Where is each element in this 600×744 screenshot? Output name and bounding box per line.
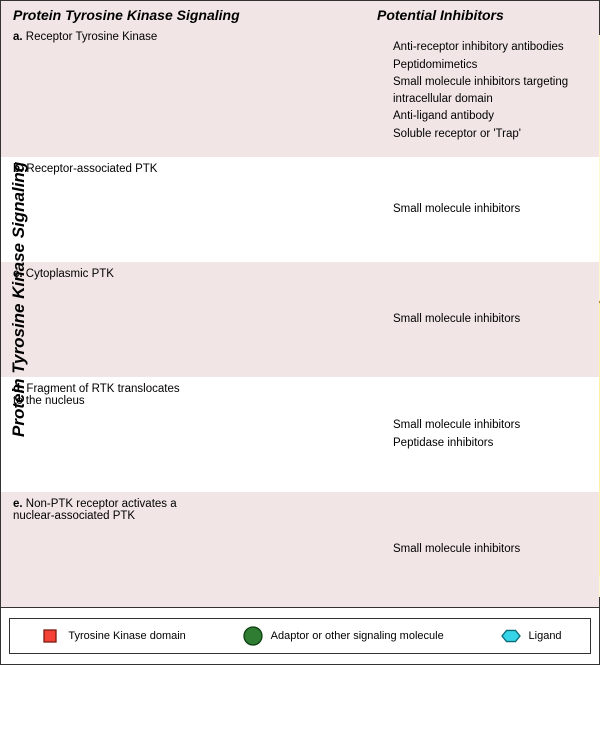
section-a: a. Receptor Tyrosine KinaseAnti-receptor… (1, 25, 599, 157)
inhibitor-item: Anti-receptor inhibitory antibodies (393, 39, 587, 56)
section-left-c: c. Cytoplasmic PTK (1, 262, 389, 377)
inhibitor-item: Soluble receptor or 'Trap' (393, 126, 587, 143)
inhibitor-item: Peptidase inhibitors (393, 435, 587, 452)
header-right: Potential Inhibitors (377, 7, 587, 23)
section-label-a: a. Receptor Tyrosine Kinase (13, 31, 389, 43)
tk-domain-icon (38, 625, 62, 647)
header-row: Protein Tyrosine Kinase Signaling Potent… (1, 1, 599, 25)
inhibitors-b: Small molecule inhibitors (389, 157, 599, 262)
section-label-d: d. Fragment of RTK translocates to the n… (13, 383, 183, 407)
sections-host: Nuclear PTK a. Receptor Tyrosine KinaseA… (1, 25, 599, 607)
axis-title: Protein Tyrosine Kinase Signaling (9, 162, 29, 437)
inhibitor-item: Peptidomimetics (393, 57, 587, 74)
legend-label: Ligand (529, 630, 562, 642)
legend-item-adaptor: Adaptor or other signaling molecule (241, 625, 444, 647)
section-e: e. Non-PTK receptor activates a nuclear-… (1, 492, 599, 607)
legend: Tyrosine Kinase domain Adaptor or other s… (1, 607, 599, 664)
section-left-e: e. Non-PTK receptor activates a nuclear-… (1, 492, 389, 607)
inhibitor-item: Small molecule inhibitors (393, 541, 587, 558)
header-left: Protein Tyrosine Kinase Signaling (13, 7, 377, 23)
section-left-a: a. Receptor Tyrosine Kinase (1, 25, 389, 157)
section-d: d. Fragment of RTK translocates to the n… (1, 377, 599, 492)
section-b: b. Receptor-associated PTK Small molecule… (1, 157, 599, 262)
inhibitor-item: Small molecule inhibitors targeting intr… (393, 74, 587, 109)
legend-inner: Tyrosine Kinase domain Adaptor or other s… (9, 618, 591, 654)
inhibitors-d: Small molecule inhibitorsPeptidase inhib… (389, 377, 599, 492)
legend-label: Tyrosine Kinase domain (68, 630, 185, 642)
legend-label: Adaptor or other signaling molecule (271, 630, 444, 642)
inhibitor-item: Small molecule inhibitors (393, 311, 587, 328)
inhibitor-item: Anti-ligand antibody (393, 108, 587, 125)
section-label-c: c. Cytoplasmic PTK (13, 268, 389, 280)
section-label-b: b. Receptor-associated PTK (13, 163, 389, 175)
legend-item-ligand: Ligand (499, 625, 562, 647)
inhibitors-e: Small molecule inhibitors (389, 492, 599, 607)
ligand-icon (499, 625, 523, 647)
inhibitor-item: Small molecule inhibitors (393, 201, 587, 218)
legend-item-tk-domain: Tyrosine Kinase domain (38, 625, 185, 647)
section-label-e: e. Non-PTK receptor activates a nuclear-… (13, 498, 183, 522)
diagram-frame: Protein Tyrosine Kinase Signaling Potent… (0, 0, 600, 665)
section-left-d: d. Fragment of RTK translocates to the n… (1, 377, 389, 492)
adaptor-icon (241, 625, 265, 647)
section-left-b: b. Receptor-associated PTK (1, 157, 389, 262)
inhibitors-a: Anti-receptor inhibitory antibodiesPepti… (389, 25, 599, 157)
inhibitor-item: Small molecule inhibitors (393, 417, 587, 434)
section-c: c. Cytoplasmic PTK Small molecule inhibit… (1, 262, 599, 377)
inhibitors-c: Small molecule inhibitors (389, 262, 599, 377)
